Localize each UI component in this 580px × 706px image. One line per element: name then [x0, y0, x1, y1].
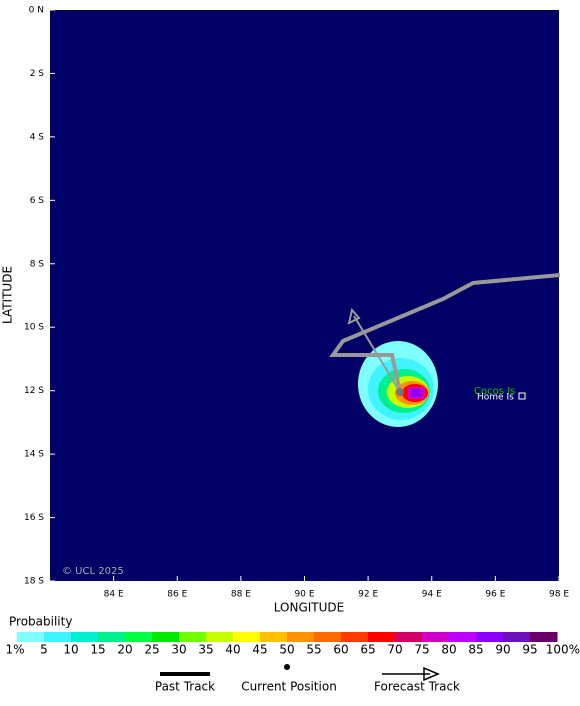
past-track: [329, 273, 561, 393]
y-tick-label: 6 S: [30, 196, 45, 206]
colorbar-segment: [287, 632, 315, 642]
colorbar-segment: [98, 632, 126, 642]
colorbar-label: 10: [63, 643, 78, 657]
colorbar-segment: [71, 632, 99, 642]
colorbar-label: 100%: [546, 643, 580, 657]
prob-area: [411, 389, 421, 397]
ocean: [50, 10, 559, 581]
place-label: Cocos Is: [474, 386, 515, 397]
x-tick-label: 94 E: [422, 590, 442, 600]
forecast-arrow: [347, 307, 361, 325]
y-tick-label: 2 S: [30, 69, 45, 79]
colorbar-label: 20: [117, 643, 132, 657]
colorbar-segment: [341, 632, 369, 642]
y-tick-label: 12 S: [24, 386, 44, 396]
colorbar-segment: [314, 632, 342, 642]
y-tick-label: 8 S: [30, 259, 45, 269]
x-tick-label: 88 E: [231, 590, 251, 600]
colorbar-segment: [395, 632, 423, 642]
colorbar-label: 30: [171, 643, 186, 657]
colorbar-label: 15: [90, 643, 105, 657]
y-tick-label: 18 S: [24, 577, 44, 587]
colorbar-segment: [476, 632, 504, 642]
colorbar-segment: [530, 632, 558, 642]
x-tick-label: 92 E: [358, 590, 378, 600]
current-position: [396, 388, 404, 396]
colorbar-segment: [233, 632, 261, 642]
colorbar-segment: [179, 632, 207, 642]
colorbar-label: 70: [387, 643, 402, 657]
y-tick-label: 14 S: [24, 450, 44, 460]
key-label: Past Track: [155, 680, 215, 694]
colorbar-label: 55: [306, 643, 321, 657]
key-current-position: [284, 664, 290, 670]
key-forecast-arrow: [423, 666, 440, 682]
colorbar-label: 1%: [5, 643, 24, 657]
colorbar-segment: [503, 632, 531, 642]
credit: © UCL 2025: [62, 566, 124, 577]
colorbar-segment: [206, 632, 234, 642]
colorbar-segment: [17, 632, 45, 642]
colorbar-segment: [368, 632, 396, 642]
colorbar-label: 5: [40, 643, 48, 657]
colorbar-label: 80: [441, 643, 456, 657]
colorbar-label: 50: [279, 643, 294, 657]
x-tick-label: 86 E: [167, 590, 187, 600]
colorbar-segment: [260, 632, 288, 642]
colorbar-label: 75: [414, 643, 429, 657]
y-tick-label: 0 N: [29, 6, 44, 16]
x-tick-label: 90 E: [295, 590, 315, 600]
key-label: Forecast Track: [374, 680, 460, 694]
colorbar-segment: [44, 632, 72, 642]
colorbar-segment: [449, 632, 477, 642]
colorbar-label: 65: [360, 643, 375, 657]
colorbar-label: 45: [252, 643, 267, 657]
colorbar-label: 60: [333, 643, 348, 657]
x-tick-label: 96 E: [485, 590, 505, 600]
place-label: Home Is: [477, 393, 514, 403]
key-label: Current Position: [241, 680, 337, 694]
x-tick-label: 98 E: [549, 590, 569, 600]
y-tick-label: 16 S: [24, 513, 44, 523]
colorbar-segment: [125, 632, 153, 642]
y-tick-label: 10 S: [24, 323, 44, 333]
legend-title: Probability: [9, 615, 72, 629]
forecast-track: [353, 315, 401, 393]
colorbar-label: 90: [495, 643, 510, 657]
colorbar-label: 40: [225, 643, 240, 657]
colorbar-segment: [422, 632, 450, 642]
colorbar-label: 95: [522, 643, 537, 657]
colorbar-label: 25: [144, 643, 159, 657]
y-axis-title: LATITUDE: [1, 266, 15, 324]
colorbar-label: 85: [468, 643, 483, 657]
colorbar-segment: [152, 632, 180, 642]
x-axis-title: LONGITUDE: [274, 601, 344, 615]
place-marker: [518, 392, 526, 400]
x-tick-label: 84 E: [104, 590, 124, 600]
colorbar-label: 35: [198, 643, 213, 657]
y-tick-label: 4 S: [30, 132, 45, 142]
